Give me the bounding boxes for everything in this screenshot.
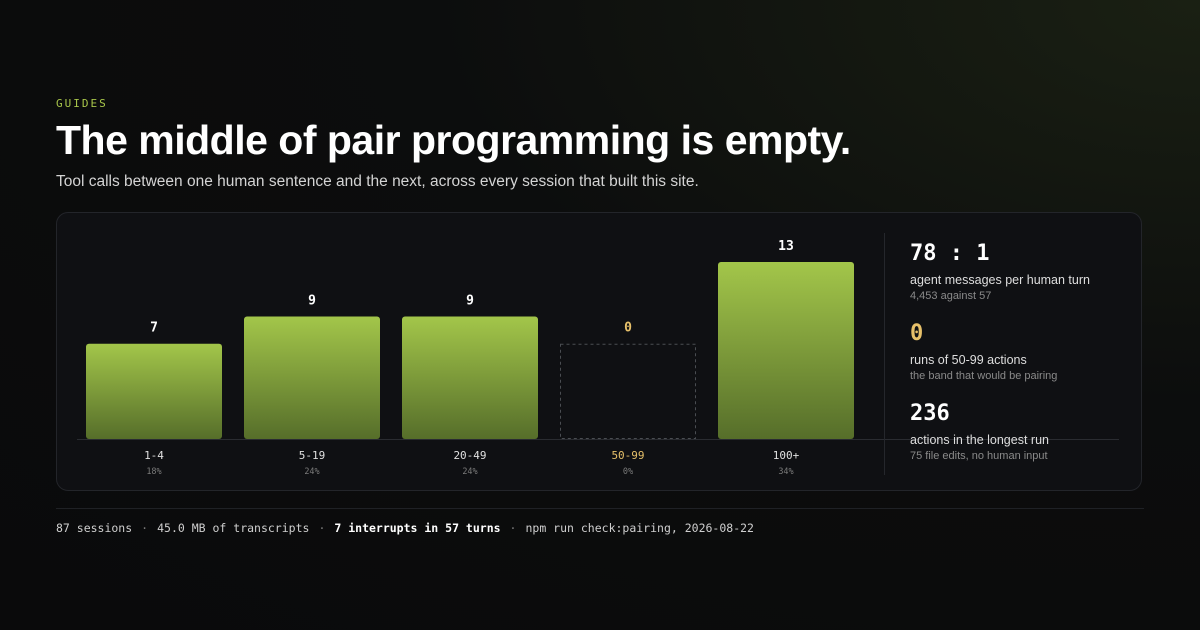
stat-longest-run-sub: 75 file edits, no human input	[910, 450, 1048, 462]
bar-5-19	[244, 316, 380, 439]
data-label-5-19: 9	[308, 293, 316, 308]
tick-label-5-19: 5-19	[299, 449, 326, 462]
page-title: The middle of pair programming is empty.	[56, 117, 851, 163]
chart-panel: 7 1-4 18% 9 5-19 24% 9 20-49 24% 0 50-99 0% 13 100+ 34…	[56, 212, 1142, 491]
stat-empty-band: 0 runs of 50-99 actions the band that wo…	[910, 321, 1130, 383]
data-label-1-4: 7	[150, 321, 158, 336]
percent-label-1-4: 18%	[146, 467, 161, 477]
page-subtitle: Tool calls between one human sentence an…	[56, 173, 699, 190]
stat-ratio-sub: 4,453 against 57	[910, 290, 992, 302]
footer-separator: ·	[509, 521, 517, 535]
data-label-20-49: 9	[466, 293, 474, 308]
stat-empty-band-value: 0	[910, 321, 924, 346]
tick-label-100: 100+	[773, 449, 800, 462]
stat-empty-band-sub: the band that would be pairing	[910, 370, 1058, 382]
tick-label-20-49: 20-49	[453, 449, 486, 462]
eyebrow-label: GUIDES	[56, 97, 108, 110]
stat-ratio-label: agent messages per human turn	[910, 273, 1090, 287]
footer-separator: ·	[141, 521, 149, 535]
stat-longest-run: 236 actions in the longest run 75 file e…	[910, 401, 1130, 463]
data-label-50-99: 0	[624, 321, 632, 336]
footer-sessions: 87 sessions	[56, 521, 133, 535]
stat-ratio-value: 78 : 1	[910, 241, 990, 266]
stat-empty-band-label: runs of 50-99 actions	[910, 353, 1027, 367]
bar-chart: 7 1-4 18% 9 5-19 24% 9 20-49 24% 0 50-99 0% 13 100+ 34…	[77, 239, 1119, 477]
bar-empty-50-99	[560, 343, 696, 439]
percent-label-5-19: 24%	[304, 467, 319, 477]
footer-transcripts: 45.0 MB of transcripts	[157, 521, 310, 535]
stat-ratio: 78 : 1 agent messages per human turn 4,4…	[910, 241, 1130, 303]
footer: 87 sessions · 45.0 MB of transcripts · 7 int…	[56, 521, 754, 535]
bar-20-49	[402, 316, 538, 439]
percent-label-50-99: 0%	[623, 467, 633, 477]
percent-label-20-49: 24%	[462, 467, 477, 477]
percent-label-100: 34%	[778, 467, 793, 477]
tick-label-1-4: 1-4	[144, 449, 164, 462]
bar-1-4	[86, 343, 222, 439]
bar-100	[718, 262, 854, 439]
tick-label-50-99: 50-99	[611, 449, 644, 462]
data-label-100: 13	[778, 239, 794, 254]
footer-separator: ·	[318, 521, 326, 535]
footer-divider	[56, 508, 1144, 509]
stat-longest-run-label: actions in the longest run	[910, 433, 1049, 447]
footer-command: npm run check:pairing, 2026-08-22	[525, 521, 754, 535]
stat-longest-run-value: 236	[910, 401, 950, 426]
stats-divider	[884, 233, 885, 475]
footer-interrupts: 7 interrupts in 57 turns	[334, 521, 501, 535]
